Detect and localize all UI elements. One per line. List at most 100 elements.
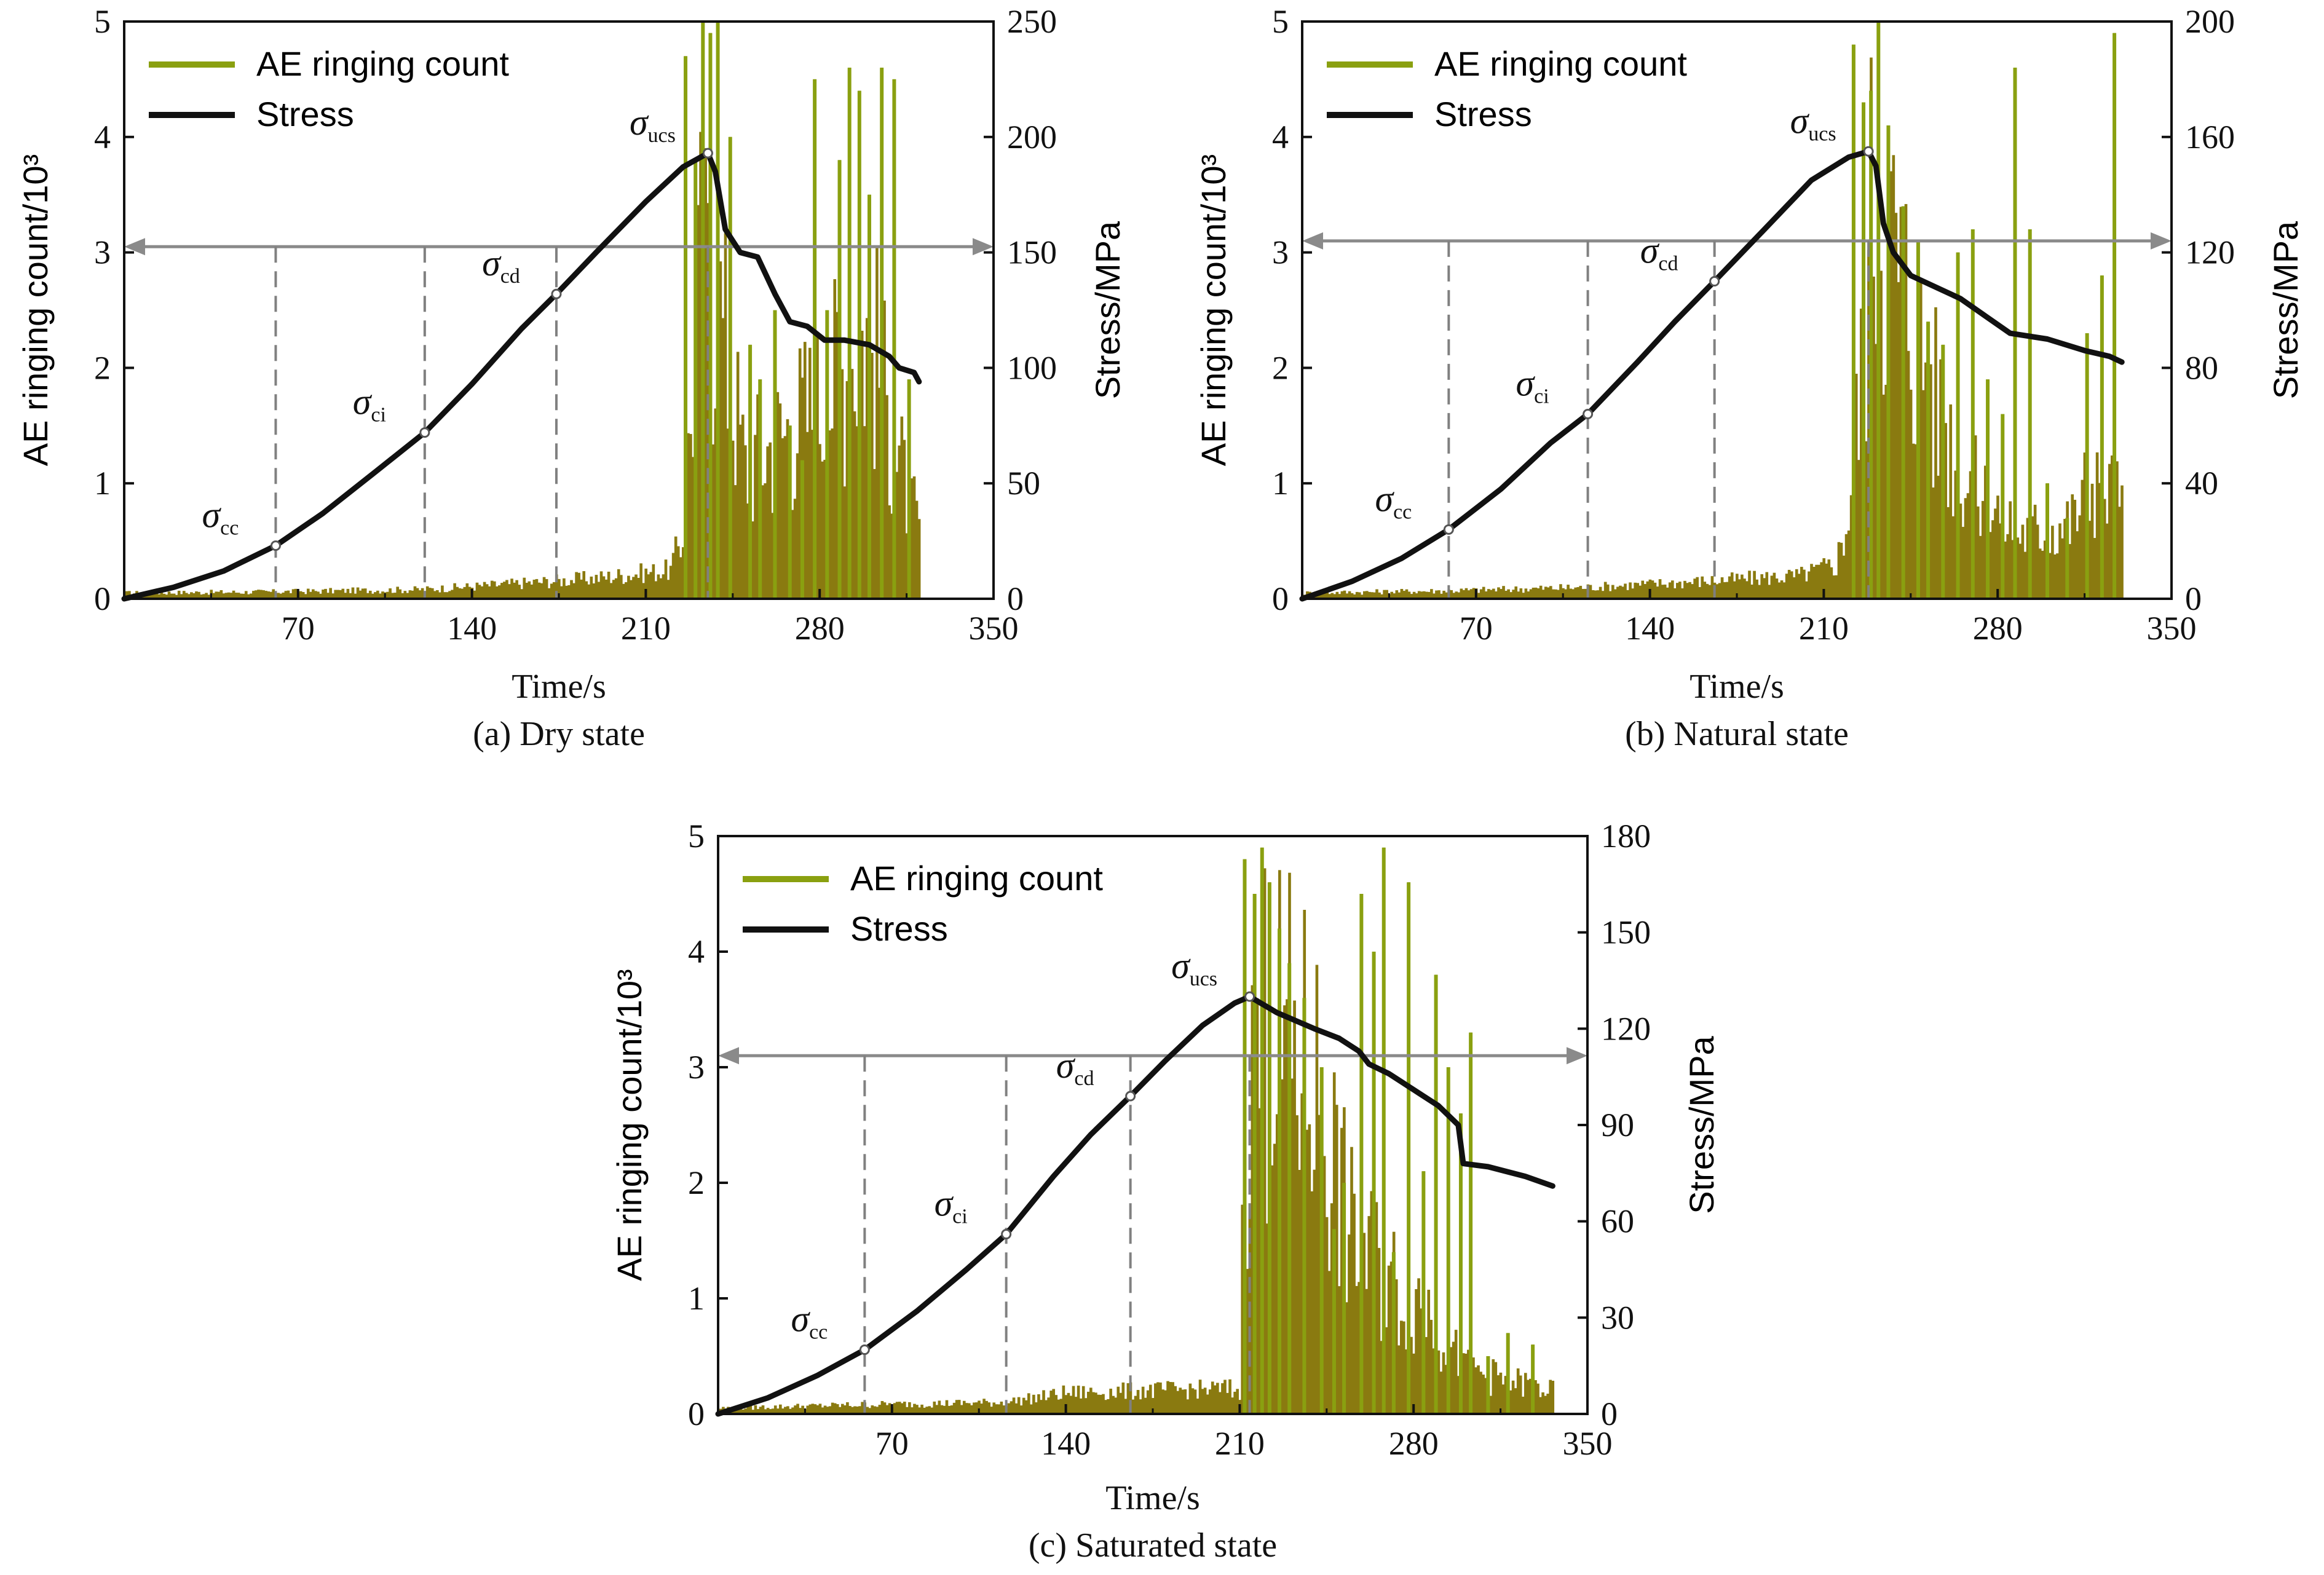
ae-bar (1509, 1390, 1512, 1414)
ae-bar (885, 1405, 889, 1414)
ae-bar (1057, 1399, 1061, 1414)
ae-bar (505, 580, 508, 599)
ae-bar (306, 588, 310, 599)
ae-bar (329, 588, 332, 599)
ae-bar (468, 586, 472, 599)
ae-bar (1875, 344, 1878, 599)
ae-bar (761, 1405, 765, 1414)
ae-bar (906, 1407, 909, 1414)
x-tick-label: 280 (1389, 1425, 1439, 1462)
ae-bar (1402, 1321, 1405, 1414)
ae-bar (1169, 1382, 1172, 1414)
ae-bar (1872, 276, 1875, 599)
point-subscript: cd (500, 265, 520, 288)
ae-bar (821, 461, 824, 599)
ae-bar (197, 591, 200, 599)
threshold-arrow-left (1302, 232, 1323, 250)
ae-bar (1370, 592, 1373, 599)
ae-bar (1730, 572, 1734, 599)
ae-bar (2049, 553, 2052, 599)
ae-bar (1444, 1365, 1448, 1414)
ae-bar (1837, 542, 1841, 599)
ae-bar (259, 590, 263, 599)
ae-bar (1773, 572, 1776, 599)
ae-bar (1353, 594, 1356, 599)
ae-bar (1989, 532, 1992, 599)
ae-bar (769, 442, 772, 599)
ae-bar (167, 591, 171, 599)
ae-bar (1433, 593, 1436, 599)
ae-bar (1808, 571, 1811, 599)
ae-bar (1281, 1079, 1284, 1414)
ae-bar (995, 1404, 998, 1414)
ae-bar (714, 408, 717, 599)
ae-bar (920, 1404, 923, 1414)
ae-bar (1748, 570, 1751, 599)
ae-bar (2105, 523, 2109, 599)
ae-bar (217, 591, 221, 599)
legend: AE ringing count Stress (149, 44, 509, 133)
point-ucs-marker (1863, 146, 1874, 157)
ae-bar (1539, 1397, 1542, 1414)
ae-bar (1246, 1269, 1249, 1414)
y-right-axis-label: Stress/MPa (1088, 221, 1127, 399)
ae-bar (935, 1405, 939, 1414)
ae-bar (1889, 171, 1893, 599)
ae-bar (1884, 384, 1888, 599)
ae-bar (878, 1405, 882, 1414)
ae-bar (878, 387, 881, 599)
y-left-axis-label: AE ringing count/10³ (16, 154, 55, 466)
x-tick-label: 280 (1973, 610, 2023, 647)
ae-bar (1643, 583, 1647, 599)
ae-bar (888, 505, 891, 599)
ae-bar (2058, 523, 2061, 599)
point-symbol: σ (1640, 231, 1660, 271)
ae-bar (528, 581, 531, 599)
ae-bar (1733, 581, 1736, 599)
x-tick-label: 210 (1799, 610, 1849, 647)
ae-bar (125, 591, 128, 599)
ae-bar (828, 430, 831, 599)
x-axis-label: Time/s (512, 668, 606, 706)
ae-bar (793, 499, 797, 599)
y-left-tick-label: 1 (1272, 465, 1289, 502)
ae-bar (1812, 567, 1816, 599)
ae-bar (1079, 1398, 1083, 1414)
ae-bar (1479, 1372, 1482, 1414)
ae-bar (776, 392, 780, 599)
point-cc-label: σcc (791, 1299, 828, 1344)
ae-bar (523, 577, 526, 599)
ae-bar (756, 394, 759, 599)
ae-bar (632, 577, 635, 599)
ae-bar (1978, 535, 1982, 599)
y-right-tick-label: 200 (1007, 119, 1057, 156)
ae-bar (1054, 1395, 1058, 1414)
ae-bar (1541, 1392, 1544, 1414)
ae-bar (304, 594, 307, 599)
ae-bar (1330, 593, 1334, 599)
ae-bar (1504, 1376, 1508, 1414)
ae-bar (1477, 593, 1480, 599)
ae-bar (2111, 455, 2114, 599)
ae-bar (1002, 1405, 1006, 1414)
point-cd-marker (551, 288, 562, 299)
ae-bar (990, 1407, 994, 1414)
ae-bar (1529, 589, 1533, 599)
ae-bar (1497, 587, 1500, 599)
ae-bar (978, 1400, 981, 1414)
ae-bar (314, 591, 317, 599)
threshold-arrow-right (973, 238, 994, 256)
x-tick-label: 350 (969, 610, 1019, 647)
ae-bar (1591, 590, 1595, 599)
ae-bar (1442, 590, 1445, 599)
ae-bar (2095, 452, 2099, 599)
ae-bar (1313, 1169, 1316, 1414)
ae-bar (1524, 1373, 1527, 1414)
point-symbol: σ (1056, 1045, 1076, 1086)
ae-bar (1366, 591, 1369, 599)
ae-bar (1420, 591, 1423, 599)
ae-bar (840, 1403, 844, 1414)
y-right-tick-label: 200 (2185, 3, 2235, 40)
ae-bar (1136, 1389, 1140, 1414)
ae-bar (1496, 1375, 1500, 1414)
